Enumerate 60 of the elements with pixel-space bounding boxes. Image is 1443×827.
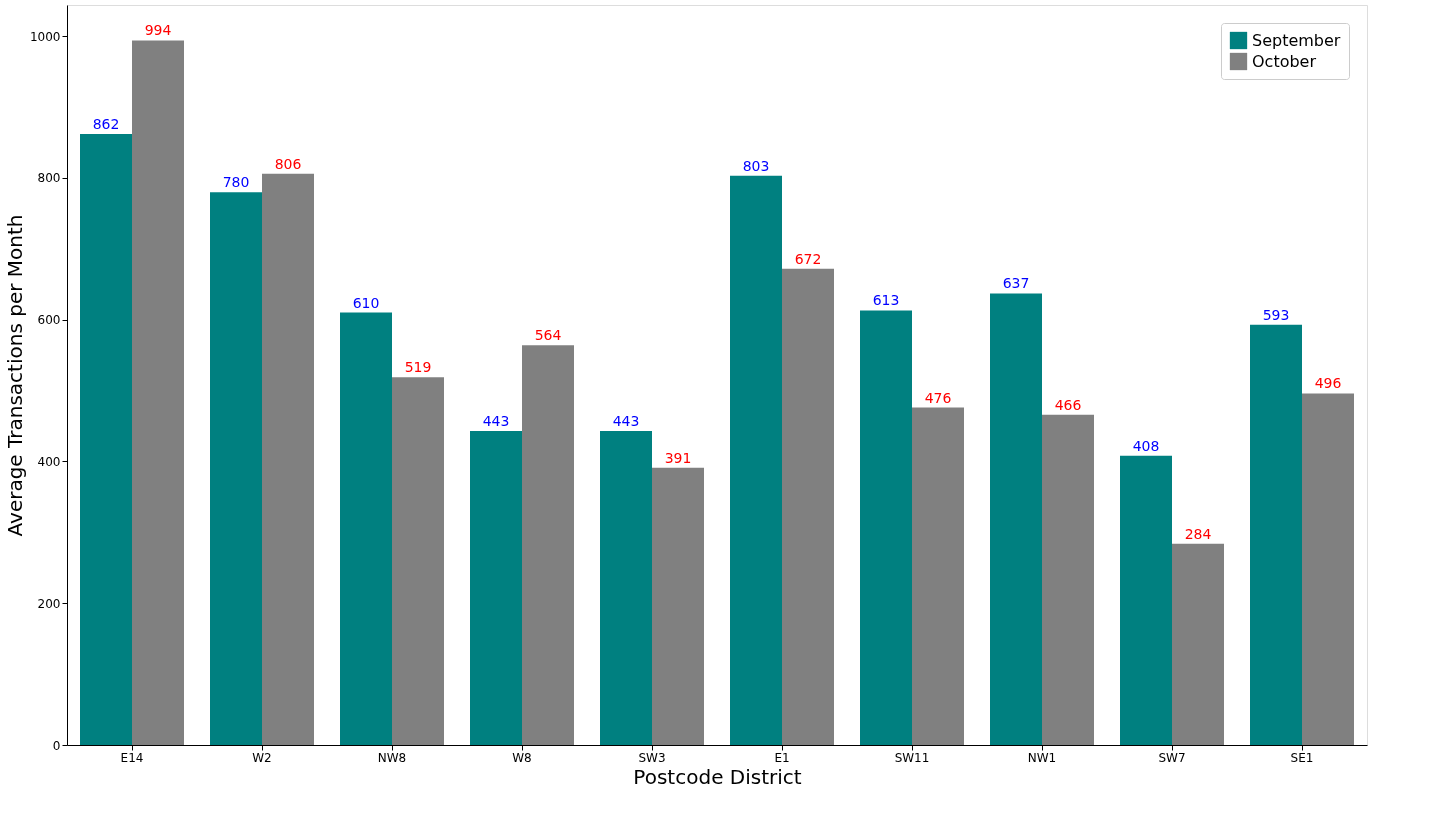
- bar: [1250, 324, 1302, 745]
- y-tick-label: 800: [37, 171, 61, 186]
- bar: [80, 134, 132, 745]
- data-label: 564: [534, 327, 562, 344]
- bar: [522, 345, 574, 745]
- bar: [652, 467, 704, 745]
- x-axis-title: Postcode District: [633, 764, 802, 789]
- bar: [600, 431, 652, 745]
- x-tick-label: NW8: [377, 750, 407, 765]
- y-tick-label: 200: [37, 596, 61, 611]
- bar: [782, 268, 834, 745]
- data-label: 593: [1262, 306, 1290, 323]
- data-label: 803: [742, 157, 770, 174]
- x-tick-label: NW1: [1027, 750, 1057, 765]
- bar: [912, 407, 964, 745]
- data-label: 994: [144, 22, 172, 39]
- legend-label: September: [1252, 30, 1341, 50]
- y-tick-label: 1000: [29, 29, 61, 44]
- data-label: 408: [1132, 437, 1160, 454]
- y-tick-label: 0: [52, 738, 61, 753]
- data-label: 862: [92, 116, 120, 132]
- data-label: 496: [1314, 375, 1342, 392]
- data-label: 806: [274, 155, 302, 172]
- data-label: 466: [1054, 396, 1082, 413]
- y-tick-label: 400: [37, 454, 61, 469]
- bar: [1042, 414, 1094, 745]
- data-label: 443: [482, 413, 510, 429]
- x-tick-label: E14: [120, 750, 144, 765]
- bar: [132, 40, 184, 745]
- bar: [1172, 543, 1224, 745]
- bar: [470, 431, 522, 745]
- y-tick-label: 600: [37, 313, 61, 328]
- data-label: 391: [664, 449, 692, 466]
- data-label: 672: [794, 250, 822, 267]
- data-label: 284: [1184, 525, 1212, 542]
- data-label: 613: [872, 292, 900, 309]
- bar: [990, 293, 1042, 745]
- bar: [340, 312, 392, 745]
- data-label: 780: [222, 174, 250, 191]
- data-label: 637: [1002, 275, 1030, 292]
- legend-label: October: [1252, 51, 1317, 71]
- bar: [1302, 393, 1354, 745]
- y-axis-title: Average Transactions per Month: [2, 214, 27, 537]
- x-tick-label: E1: [774, 750, 790, 765]
- data-label: 443: [612, 413, 640, 429]
- x-tick-label: SW7: [1158, 750, 1186, 765]
- x-tick-label: SW11: [894, 750, 930, 765]
- x-tick-label: SW3: [638, 750, 666, 765]
- x-tick-label: SE1: [1290, 750, 1314, 765]
- bar: [392, 377, 444, 745]
- bar: [210, 192, 262, 745]
- data-label: 610: [352, 294, 380, 311]
- bar: [1120, 455, 1172, 745]
- bar: [860, 310, 912, 745]
- bar: [262, 173, 314, 745]
- x-tick-label: W2: [252, 750, 272, 765]
- x-tick-label: W8: [512, 750, 532, 765]
- data-label: 519: [404, 359, 432, 376]
- data-label: 476: [924, 389, 952, 406]
- bar: [730, 175, 782, 745]
